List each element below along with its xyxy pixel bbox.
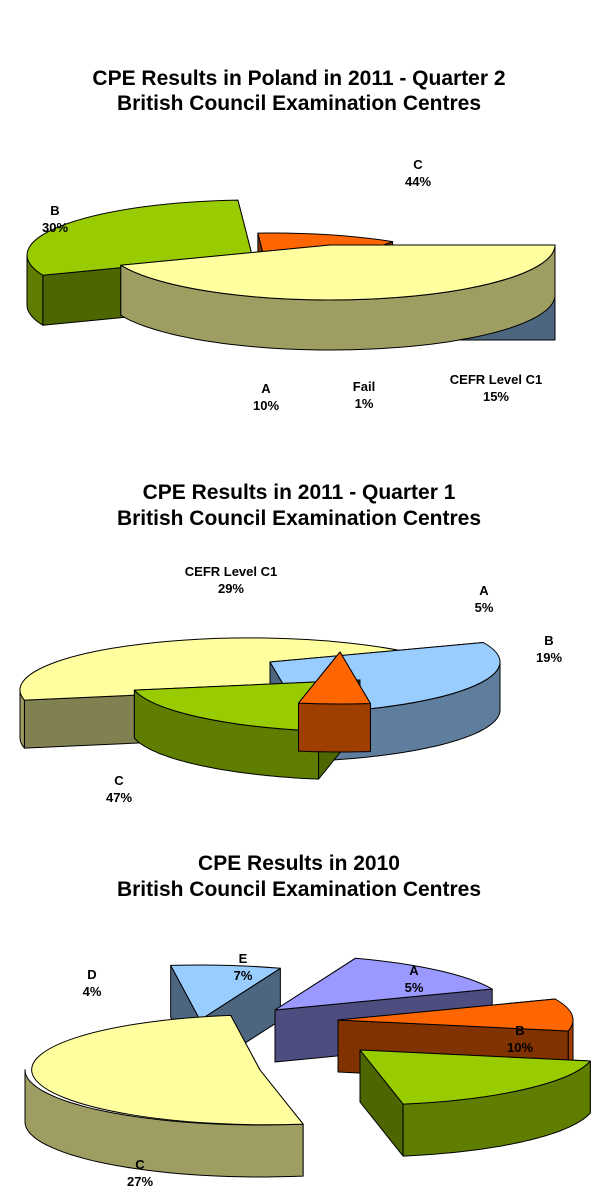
pie-slice-b: [359, 1049, 591, 1157]
slice-label-b: B 10%: [507, 1022, 533, 1056]
pie-chart-2: [19, 637, 501, 780]
slice-label-c: C 47%: [106, 772, 132, 806]
slice-name: A: [479, 583, 489, 598]
pie-slice-c-rim: [24, 1069, 304, 1178]
slice-name: E: [238, 951, 248, 966]
slice-label-a: A 5%: [475, 582, 494, 616]
pie-chart-3: [24, 957, 591, 1178]
slice-name: CEFR Level C1: [184, 564, 278, 579]
slice-label-c: C 27%: [127, 1156, 153, 1190]
slice-label-b: B 30%: [42, 202, 68, 236]
slice-name: Fail: [352, 379, 376, 394]
pie-slice-c: [120, 244, 556, 351]
slice-percent: 15%: [482, 389, 510, 404]
pie-chart-1: [26, 199, 556, 351]
slice-percent: 4%: [82, 984, 102, 999]
slice-percent: 27%: [126, 1174, 154, 1189]
slice-name: C: [114, 773, 124, 788]
pie-slice-a-rim: [298, 702, 371, 753]
chart-title: CPE Results in 2011 - Quarter 1: [142, 481, 456, 504]
slice-percent: 1%: [354, 396, 374, 411]
chart-subtitle: British Council Examination Centres: [116, 878, 482, 901]
pie-slice-a: [297, 651, 371, 753]
slice-name: C: [413, 157, 423, 172]
slice-percent: 44%: [404, 174, 432, 189]
slice-percent: 10%: [506, 1040, 534, 1055]
slice-percent: 7%: [233, 968, 253, 983]
slice-name: A: [409, 963, 419, 978]
pie-slice-d-top: [170, 964, 281, 1021]
slice-percent: 29%: [217, 581, 245, 596]
slice-percent: 47%: [105, 790, 133, 805]
chart-subtitle: British Council Examination Centres: [116, 92, 482, 115]
slice-name: D: [87, 967, 97, 982]
slice-name: B: [50, 203, 60, 218]
pie-slice-c-top: [31, 1014, 304, 1126]
slice-name: B: [515, 1023, 525, 1038]
slice-label-a: A 10%: [253, 380, 279, 414]
slice-label-b: B 19%: [536, 632, 562, 666]
pie-slice-c: [24, 1014, 304, 1178]
slice-name: A: [261, 381, 271, 396]
pie-slice-e-top: [274, 957, 493, 1011]
slice-name: CEFR Level C1: [449, 372, 543, 387]
slice-label-cefr: CEFR Level C1 29%: [185, 563, 277, 597]
slice-label-a: A 5%: [405, 962, 424, 996]
chart-title: CPE Results in 2010: [198, 852, 400, 875]
slice-percent: 5%: [404, 980, 424, 995]
pie-slice-a-top: [337, 998, 574, 1032]
chart-title: CPE Results in Poland in 2011 - Quarter …: [92, 67, 506, 90]
slice-label-c: C 44%: [405, 156, 431, 190]
slice-percent: 30%: [41, 220, 69, 235]
pie-slice-b-top: [359, 1049, 591, 1105]
slice-label-fail: Fail 1%: [353, 378, 375, 412]
slice-percent: 19%: [535, 650, 563, 665]
slice-name: C: [135, 1157, 145, 1172]
slice-name: B: [544, 633, 554, 648]
slice-percent: 5%: [474, 600, 494, 615]
chart-subtitle: British Council Examination Centres: [116, 507, 482, 530]
pie-slice-a-top: [298, 651, 371, 705]
slice-label-e: E 7%: [234, 950, 253, 984]
slice-percent: 10%: [252, 398, 280, 413]
slice-label-d: D 4%: [83, 966, 102, 1000]
pie-slice-b-top: [26, 199, 253, 276]
slice-label-cefr: CEFR Level C1 15%: [450, 371, 542, 405]
pie-slice-c-top: [120, 244, 556, 301]
